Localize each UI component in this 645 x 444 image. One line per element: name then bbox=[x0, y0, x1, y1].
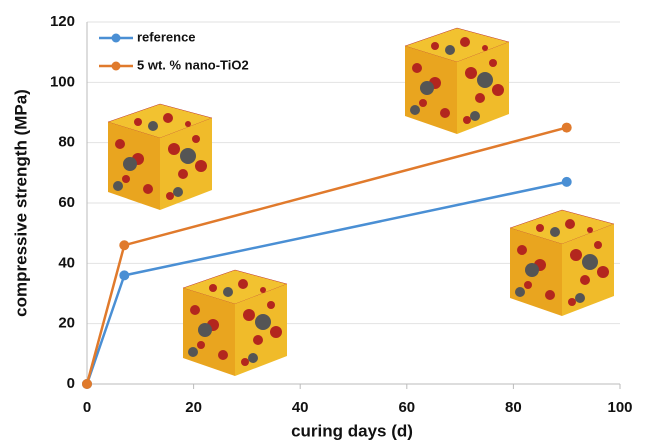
y-tick-label: 100 bbox=[50, 73, 75, 90]
data-point bbox=[562, 177, 572, 187]
series-line bbox=[87, 182, 567, 384]
y-tick-label: 80 bbox=[58, 134, 75, 151]
legend-label: 5 wt. % nano-TiO2 bbox=[137, 57, 249, 72]
x-tick-label: 0 bbox=[83, 399, 91, 416]
x-tick-label: 20 bbox=[185, 399, 202, 416]
data-point bbox=[119, 270, 129, 280]
data-point bbox=[82, 379, 92, 389]
x-tick-label: 80 bbox=[505, 399, 522, 416]
x-tick-label: 100 bbox=[607, 399, 632, 416]
chart: curing days (d) compressive strength (MP… bbox=[0, 0, 645, 444]
cube-image bbox=[510, 210, 614, 316]
y-tick-label: 0 bbox=[67, 375, 75, 392]
x-tick-label: 60 bbox=[398, 399, 415, 416]
x-axis-label: curing days (d) bbox=[291, 421, 413, 440]
y-tick-label: 40 bbox=[58, 254, 75, 271]
legend-marker bbox=[112, 34, 121, 43]
cube-image bbox=[108, 104, 212, 210]
cube-image bbox=[405, 28, 509, 134]
y-axis-label: compressive strength (MPa) bbox=[11, 89, 30, 317]
page: curing days (d) compressive strength (MP… bbox=[0, 0, 645, 444]
y-tick-label: 60 bbox=[58, 194, 75, 211]
data-point bbox=[119, 240, 129, 250]
y-tick-label: 120 bbox=[50, 13, 75, 30]
legend-label: reference bbox=[137, 29, 196, 44]
x-tick-label: 40 bbox=[292, 399, 309, 416]
y-tick-label: 20 bbox=[58, 315, 75, 332]
legend-marker bbox=[112, 62, 121, 71]
cube-image bbox=[183, 270, 287, 376]
data-point bbox=[562, 123, 572, 133]
